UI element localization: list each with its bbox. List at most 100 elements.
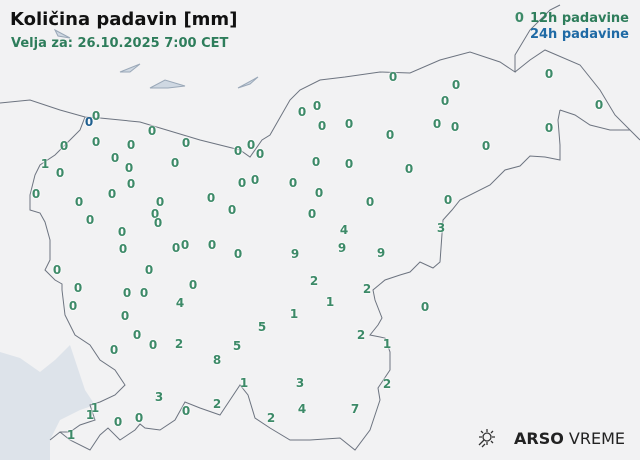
sea [0,345,95,460]
station-value: 1 [66,428,76,442]
station-value: 0 [344,117,354,131]
station-value: 0 [139,286,149,300]
station-value: 0 [404,162,414,176]
station-value: 2 [309,274,319,288]
station-value: 0 [117,225,127,239]
border-slovenia [0,4,640,451]
station-value: 0 [31,187,41,201]
station-value: 0 [255,147,265,161]
station-value: 0 [227,203,237,217]
station-value: 1 [325,295,335,309]
station-value: 1 [289,307,299,321]
station-value: 0 [91,109,101,123]
station-value: 1 [239,376,249,390]
station-value: 0 [153,216,163,230]
station-value: 0 [365,195,375,209]
station-value: 0 [181,136,191,150]
station-value: 0 [126,138,136,152]
station-value: 3 [295,376,305,390]
station-value: 9 [376,246,386,260]
station-value: 0 [122,286,132,300]
legend-24h: 24h padavine [529,27,629,42]
station-value: 0 [59,139,69,153]
station-value: 0 [110,151,120,165]
station-value: 0 [388,70,398,84]
station-value: 0 [237,176,247,190]
station-value: 0 [385,128,395,142]
station-value: 0 [120,309,130,323]
station-value: 0 [481,139,491,153]
station-value: 0 [312,99,322,113]
station-value: 0 [233,247,243,261]
station-value: 0 [443,193,453,207]
arso-logo: ARSO VREME [476,428,625,448]
station-value: 0 [147,124,157,138]
station-value: 0 [250,173,260,187]
station-value: 0 [155,195,165,209]
station-value: 0 [85,213,95,227]
station-value: 2 [382,377,392,391]
station-value: 0 [450,120,460,134]
station-value: 0 [181,404,191,418]
station-value: 3 [436,221,446,235]
station-value: 0 [344,157,354,171]
station-value: 7 [350,402,360,416]
station-value: 1 [382,337,392,351]
station-value: 2 [266,411,276,425]
page-title: Količina padavin [mm] [10,9,238,30]
station-value: 0 [440,94,450,108]
station-value: 0 [307,207,317,221]
station-value: 9 [290,247,300,261]
station-value: 0 [207,238,217,252]
station-value: 2 [212,397,222,411]
station-value: 0 [180,238,190,252]
station-value: 0 [124,161,134,175]
station-value: 0 [68,299,78,313]
legend-12h: 12h padavine [529,11,629,26]
station-value: 0 [594,98,604,112]
station-value: 0 [297,105,307,119]
legend-sample: 0 [514,11,524,26]
station-value: 0 [188,278,198,292]
logo-product: VREME [568,428,625,448]
station-value: 0 [150,207,160,221]
station-value: 0 [74,195,84,209]
station-value: 3 [154,390,164,404]
station-value: 0 [109,343,119,357]
station-value: 2 [362,282,372,296]
station-value: 1 [90,401,100,415]
station-value: 0 [317,119,327,133]
station-value: 0 [171,241,181,255]
station-value: 0 [107,187,117,201]
station-value: 0 [544,67,554,81]
station-value: 0 [432,117,442,131]
station-value: 0 [126,177,136,191]
station-value: 0 [118,242,128,256]
station-value: 5 [232,339,242,353]
station-value: 0 [420,300,430,314]
station-value: 0 [148,338,158,352]
valid-time: Velja za: 26.10.2025 7:00 CET [11,36,229,51]
station-value: 0 [451,78,461,92]
station-value: 2 [174,337,184,351]
legend: 0 12h padavine 24h padavine [515,11,629,43]
station-value: 0 [246,138,256,152]
station-value: 5 [257,320,267,334]
station-value: 0 [132,328,142,342]
station-value: 0 [134,411,144,425]
station-value: 0 [544,121,554,135]
station-value: 4 [339,223,349,237]
station-value: 0 [288,176,298,190]
station-value: 2 [356,328,366,342]
station-value: 8 [212,353,222,367]
station-value: 4 [297,402,307,416]
station-value: 0 [73,281,83,295]
station-value: 4 [175,296,185,310]
station-value: 0 [84,115,94,129]
station-value: 1 [40,157,50,171]
lakes [53,28,259,89]
station-value: 0 [55,166,65,180]
station-value: 0 [91,135,101,149]
sun-icon [478,429,495,448]
